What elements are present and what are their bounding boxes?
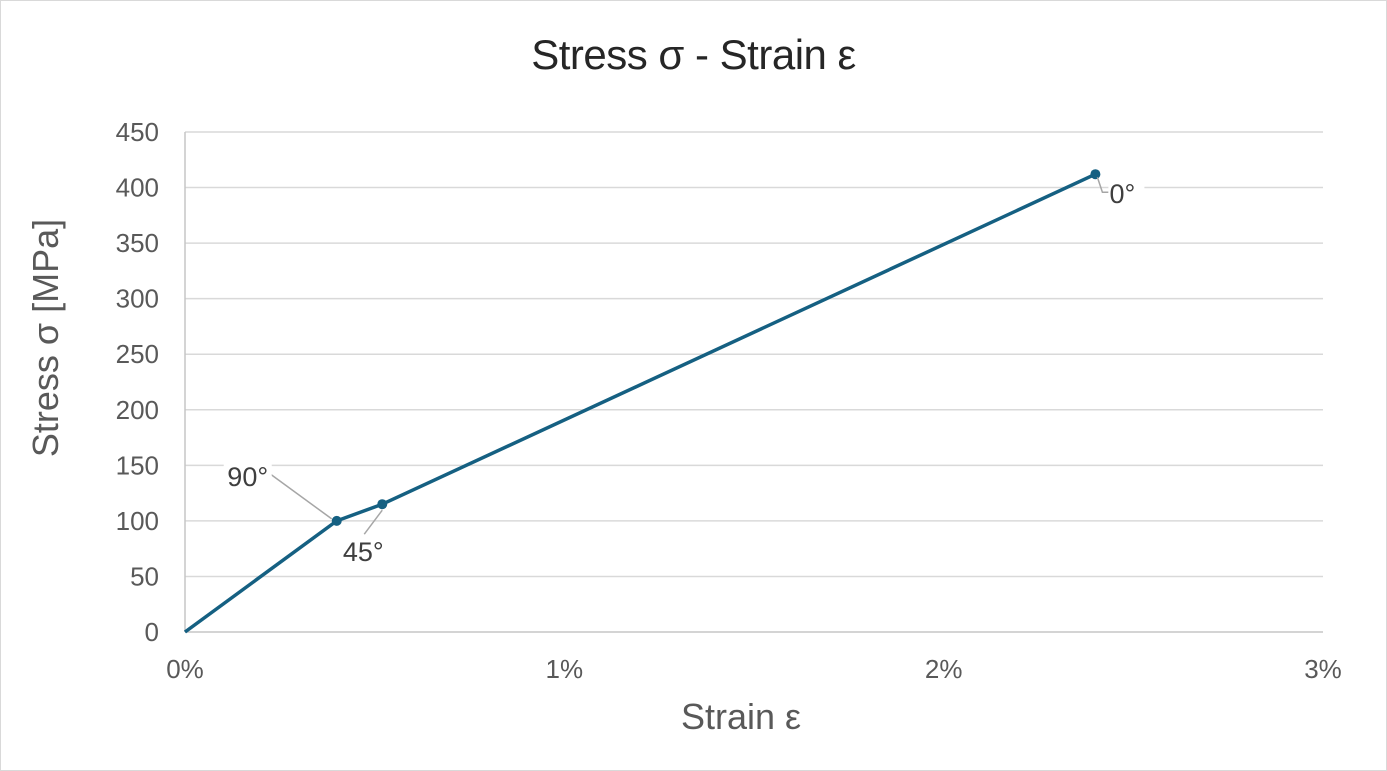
y-tick-label: 250 [116, 339, 159, 369]
data-label-background [223, 459, 272, 492]
y-tick-label: 200 [116, 395, 159, 425]
data-label-background [339, 535, 388, 568]
chart-title: Stress σ - Strain ε [531, 31, 856, 78]
y-tick-label: 150 [116, 450, 159, 480]
y-tick-label: 400 [116, 173, 159, 203]
data-label: 45° [343, 537, 384, 567]
y-tick-label: 450 [116, 117, 159, 147]
y-tick-label: 350 [116, 228, 159, 258]
series-line [183, 172, 1097, 634]
y-tick-label: 0 [145, 617, 159, 647]
data-label-leader-line [268, 472, 333, 520]
x-axis-title: Strain ε [680, 696, 802, 737]
x-tick-label: 2% [925, 654, 963, 684]
data-label-leader-line [363, 509, 383, 535]
data-label-leader-line [1096, 176, 1109, 193]
x-tick-label: 0% [166, 654, 204, 684]
data-point-marker [1090, 169, 1101, 180]
data-label-background [1108, 177, 1145, 210]
data-point-marker [377, 499, 388, 510]
data-label: 0° [1109, 179, 1135, 209]
data-point-marker [331, 515, 342, 526]
y-tick-label: 300 [116, 284, 159, 314]
x-tick-label: 3% [1304, 654, 1342, 684]
x-tick-label: 1% [546, 654, 584, 684]
y-tick-label: 50 [130, 561, 159, 591]
y-tick-label: 100 [116, 506, 159, 536]
data-label: 90° [227, 462, 268, 492]
